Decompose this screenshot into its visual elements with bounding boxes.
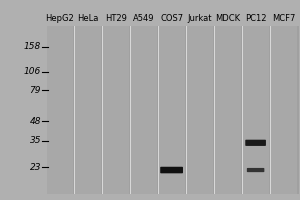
Text: MCF7: MCF7	[272, 14, 295, 23]
Bar	[270, 26, 272, 194]
Text: MDCK: MDCK	[215, 14, 240, 23]
Text: A549: A549	[133, 14, 154, 23]
Text: HepG2: HepG2	[45, 14, 74, 23]
Bar	[158, 26, 159, 194]
Text: HeLa: HeLa	[77, 14, 98, 23]
Text: 48: 48	[30, 117, 41, 126]
Text: 106: 106	[24, 67, 41, 76]
Text: PC12: PC12	[245, 14, 266, 23]
Bar	[131, 26, 157, 194]
Text: 35: 35	[30, 136, 41, 145]
Bar	[188, 26, 213, 194]
Bar	[243, 26, 269, 194]
Bar	[102, 26, 103, 194]
Bar	[103, 26, 129, 194]
Bar	[46, 26, 73, 194]
Text: Jurkat: Jurkat	[187, 14, 212, 23]
FancyBboxPatch shape	[245, 140, 266, 146]
Text: 158: 158	[24, 42, 41, 51]
Bar	[159, 26, 185, 194]
Text: HT29: HT29	[105, 14, 127, 23]
Bar	[272, 26, 297, 194]
Bar	[75, 26, 101, 194]
Bar	[214, 26, 215, 194]
Text: 79: 79	[30, 86, 41, 95]
FancyBboxPatch shape	[160, 167, 183, 173]
Text: 23: 23	[30, 163, 41, 172]
Bar	[130, 26, 131, 194]
Text: COS7: COS7	[160, 14, 183, 23]
Bar	[242, 26, 243, 194]
Bar	[74, 26, 75, 194]
Bar	[215, 26, 241, 194]
Bar	[46, 26, 298, 194]
Bar	[186, 26, 188, 194]
FancyBboxPatch shape	[247, 168, 264, 172]
